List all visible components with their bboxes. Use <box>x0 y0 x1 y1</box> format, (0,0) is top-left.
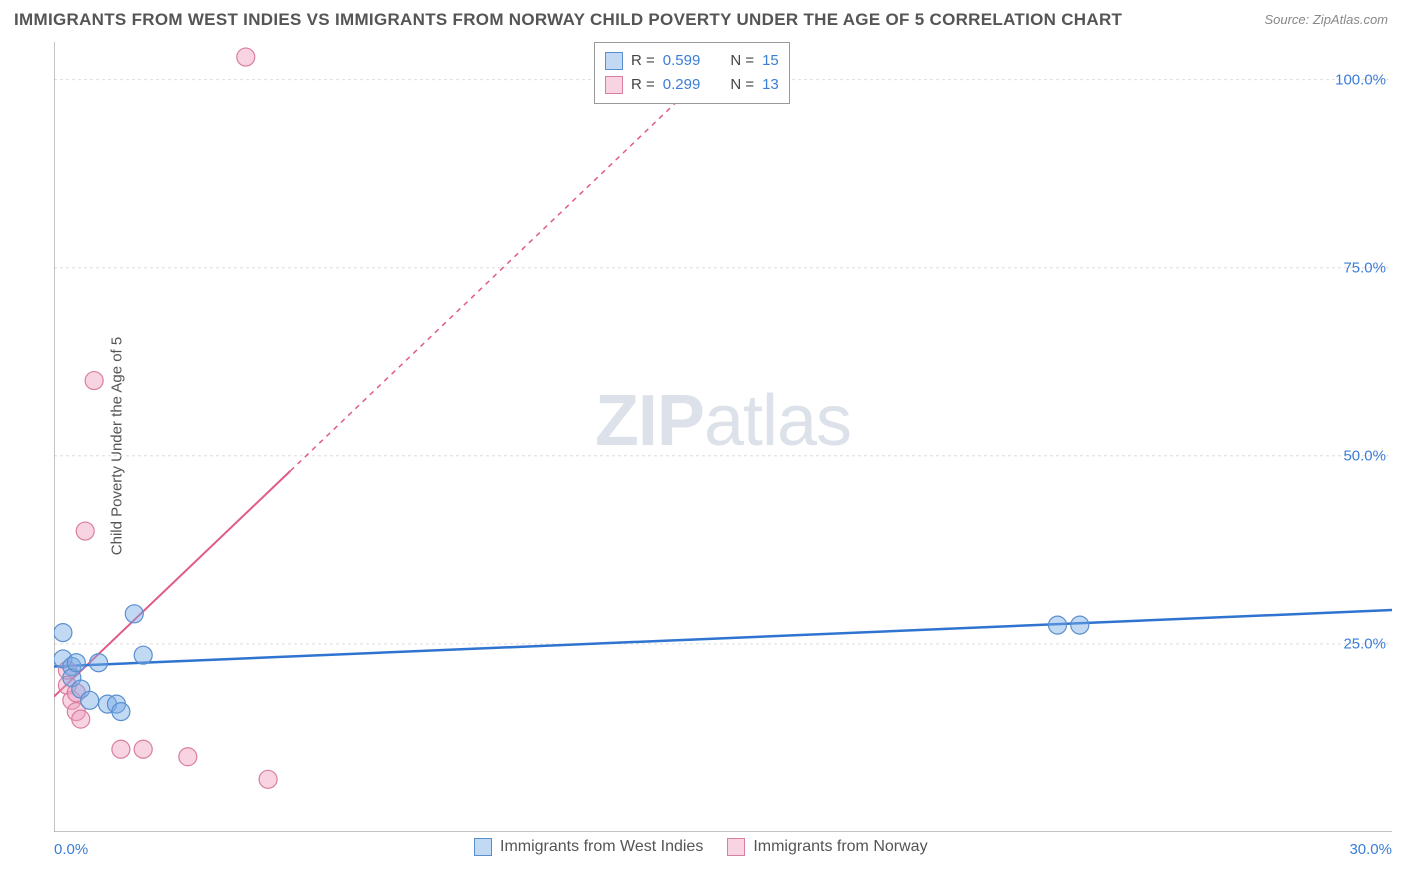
legend-swatch <box>605 52 623 70</box>
r-value: 0.599 <box>663 49 701 73</box>
n-value: 13 <box>762 73 779 97</box>
y-tick-label: 100.0% <box>1335 71 1386 88</box>
legend-swatch <box>474 838 492 856</box>
scatter-plot <box>54 42 1392 832</box>
legend-stats: R = 0.599 N = 15 R = 0.299 N = 13 <box>594 42 790 104</box>
y-tick-label: 50.0% <box>1343 447 1386 464</box>
x-tick-label: 30.0% <box>1349 841 1392 858</box>
chart-title: IMMIGRANTS FROM WEST INDIES VS IMMIGRANT… <box>14 10 1122 30</box>
r-value: 0.299 <box>663 73 701 97</box>
legend-series-item: Immigrants from Norway <box>727 838 927 856</box>
n-value: 15 <box>762 49 779 73</box>
x-tick-label: 0.0% <box>54 841 88 858</box>
legend-stat-row: R = 0.599 N = 15 <box>605 49 779 73</box>
legend-swatch <box>727 838 745 856</box>
n-label: N = <box>730 73 754 97</box>
y-tick-label: 75.0% <box>1343 259 1386 276</box>
legend-series-label: Immigrants from West Indies <box>500 838 703 856</box>
y-tick-label: 25.0% <box>1343 635 1386 652</box>
legend-series-item: Immigrants from West Indies <box>474 838 703 856</box>
legend-series-label: Immigrants from Norway <box>753 838 927 856</box>
chart-area: ZIPatlas R =0.599N =15R =0.299N =13 25.0… <box>54 42 1392 832</box>
n-label: N = <box>730 49 754 73</box>
r-label: R = <box>631 73 655 97</box>
source-attribution: Source: ZipAtlas.com <box>1264 12 1388 27</box>
legend-swatch <box>605 76 623 94</box>
legend-stat-row: R = 0.299 N = 13 <box>605 73 779 97</box>
legend-series: Immigrants from West Indies Immigrants fr… <box>474 838 928 856</box>
r-label: R = <box>631 49 655 73</box>
